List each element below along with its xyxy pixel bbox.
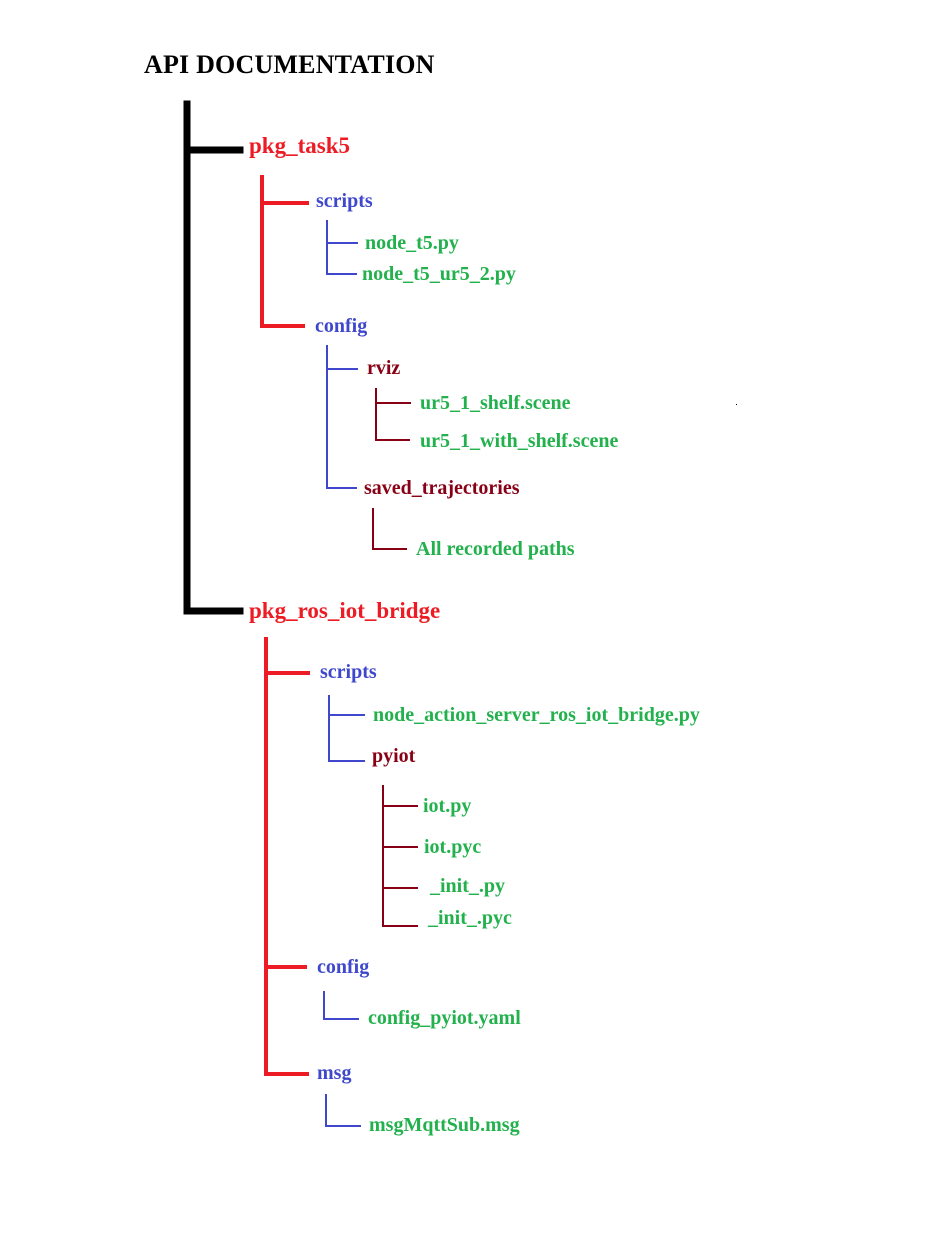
page-title: API DOCUMENTATION <box>144 50 435 79</box>
task5-folder-connectors <box>326 220 358 489</box>
root-connector <box>183 100 244 615</box>
bridge-folder-connectors <box>323 695 365 1127</box>
package-pkg-task5: pkg_task5 <box>249 133 350 158</box>
file-ur5-1-shelf-scene: ur5_1_shelf.scene <box>420 392 571 414</box>
folder-task5-config: config <box>315 315 368 337</box>
file-all-recorded-paths: All recorded paths <box>416 538 575 560</box>
folder-task5-scripts: scripts <box>316 190 373 212</box>
pkg-bridge-connector <box>264 637 310 1076</box>
package-pkg-ros-iot-bridge: pkg_ros_iot_bridge <box>249 598 441 623</box>
file-iot-pyc: iot.pyc <box>424 836 482 858</box>
file-init-py: _init_.py <box>430 875 506 897</box>
file-node-action-server-ros-iot-bridge-py: node_action_server_ros_iot_bridge.py <box>373 704 700 726</box>
file-config-pyiot-yaml: config_pyiot.yaml <box>368 1007 521 1029</box>
file-msgmqttsub-msg: msgMqttSub.msg <box>369 1114 520 1136</box>
file-ur5-1-with-shelf-scene: ur5_1_with_shelf.scene <box>420 430 619 452</box>
file-init-pyc: _init_.pyc <box>428 907 512 929</box>
file-node-t5-py: node_t5.py <box>365 232 459 254</box>
bridge-subfolder-connectors <box>382 785 418 927</box>
pkg-task5-connector <box>260 175 309 328</box>
stray-dot <box>736 404 737 405</box>
folder-pyiot: pyiot <box>372 745 416 767</box>
folder-bridge-scripts: scripts <box>320 661 377 683</box>
file-node-t5-ur5-2-py: node_t5_ur5_2.py <box>362 263 516 285</box>
folder-bridge-config: config <box>317 956 370 978</box>
folder-rviz: rviz <box>367 357 401 379</box>
file-iot-py: iot.py <box>423 795 472 817</box>
task5-subfolder-connectors <box>372 388 411 550</box>
folder-msg: msg <box>317 1062 352 1084</box>
folder-saved-trajectories: saved_trajectories <box>364 477 520 499</box>
